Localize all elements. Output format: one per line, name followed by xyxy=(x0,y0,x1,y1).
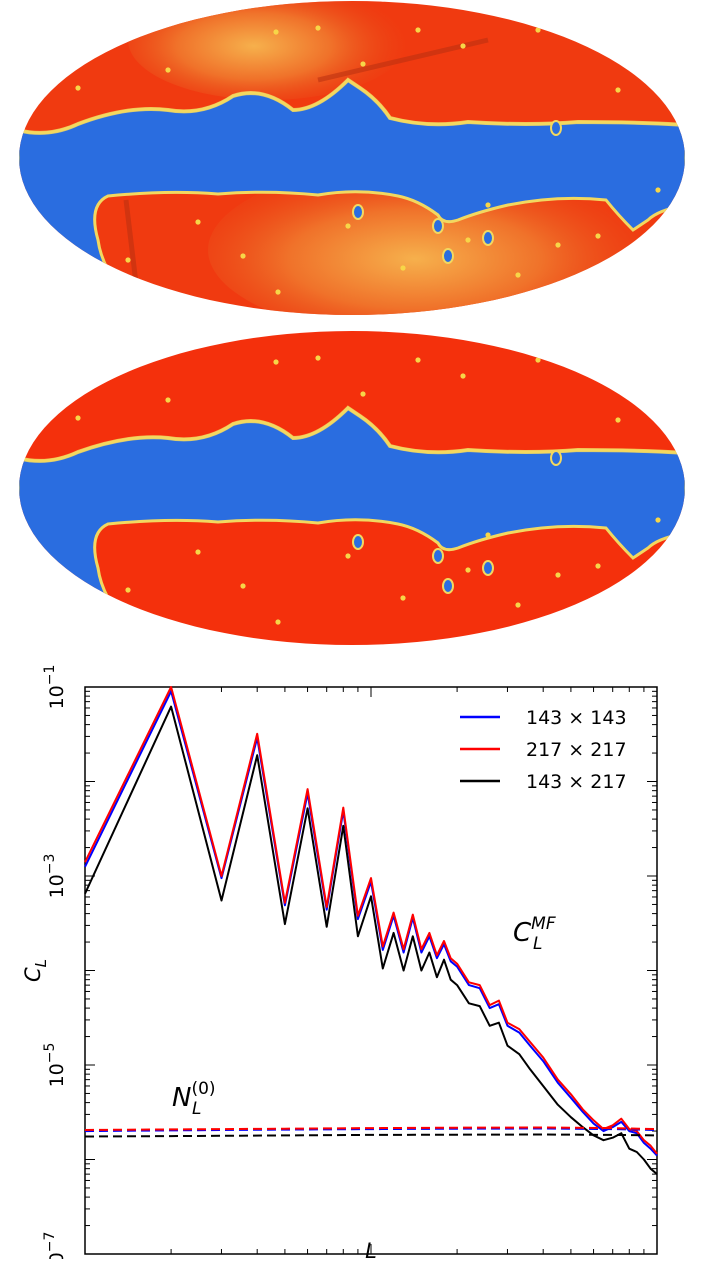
point-source xyxy=(75,85,81,91)
point-source xyxy=(275,619,281,625)
masked-source xyxy=(550,450,562,466)
point-source xyxy=(125,587,131,593)
point-source xyxy=(195,549,201,555)
point-source xyxy=(460,373,466,379)
masked-source xyxy=(442,578,454,594)
point-source xyxy=(655,187,661,193)
point-source xyxy=(360,391,366,397)
point-source xyxy=(515,602,521,608)
point-source xyxy=(615,87,621,93)
masked-source xyxy=(432,218,444,234)
masked-source xyxy=(352,204,364,220)
point-source xyxy=(555,572,561,578)
masked-source xyxy=(352,534,364,550)
svg-text:10−5: 10−5 xyxy=(42,1043,68,1088)
point-source xyxy=(460,43,466,49)
masked-source xyxy=(432,548,444,564)
point-source xyxy=(273,29,279,35)
noise-line-ff0000 xyxy=(84,1126,658,1131)
point-source xyxy=(165,397,171,403)
top-sky-map xyxy=(19,1,685,315)
point-source xyxy=(125,257,131,263)
point-source xyxy=(345,223,351,229)
x-axis-label: L xyxy=(365,1239,377,1259)
point-source xyxy=(415,27,421,33)
legend-label: 143 × 143 xyxy=(526,707,627,729)
point-source xyxy=(515,272,521,278)
legend-label: 217 × 217 xyxy=(526,739,627,761)
masked-source xyxy=(442,248,454,264)
masked-source xyxy=(482,230,494,246)
point-source xyxy=(535,27,541,33)
annotation-nl0: N(0)L xyxy=(172,1079,216,1119)
point-source xyxy=(240,583,246,589)
point-source xyxy=(275,289,281,295)
axis-ticks: 12341010010−110−310−510−7 xyxy=(42,665,675,1263)
legend: 143 × 143 217 × 217 143 × 217 xyxy=(460,707,627,793)
svg-text:N(0): N(0) xyxy=(172,1079,216,1113)
series-line-000000 xyxy=(84,705,658,1175)
point-source xyxy=(465,567,471,573)
point-source xyxy=(165,67,171,73)
svg-text:10−7: 10−7 xyxy=(42,1232,68,1259)
masked-source xyxy=(550,120,562,136)
noise-line-000000 xyxy=(84,1133,658,1138)
svg-text:10−1: 10−1 xyxy=(42,665,68,710)
point-source xyxy=(655,517,661,523)
series-layer xyxy=(84,686,658,1175)
y-tick-label: 10−1 xyxy=(42,665,68,710)
point-source xyxy=(400,595,406,601)
point-source xyxy=(465,237,471,243)
point-source xyxy=(485,532,491,538)
y-tick-label: 10−3 xyxy=(42,854,68,899)
point-source xyxy=(315,25,321,31)
y-tick-label: 10−7 xyxy=(42,1232,68,1263)
point-source xyxy=(415,357,421,363)
point-source xyxy=(45,567,51,573)
point-source xyxy=(615,417,621,423)
masked-source xyxy=(482,560,494,576)
point-source xyxy=(345,553,351,559)
point-sources xyxy=(45,25,661,295)
point-source xyxy=(195,219,201,225)
y-tick-label: 10−5 xyxy=(42,1043,68,1088)
point-source xyxy=(315,355,321,361)
point-source xyxy=(595,563,601,569)
point-source xyxy=(273,359,279,365)
point-source xyxy=(555,242,561,248)
point-source xyxy=(360,61,366,67)
point-source xyxy=(595,233,601,239)
y-axis-label: CL xyxy=(21,959,50,982)
svg-text:CMF: CMF xyxy=(513,914,556,948)
point-source xyxy=(45,237,51,243)
svg-text:L: L xyxy=(192,1099,201,1119)
legend-label: 143 × 217 xyxy=(526,771,627,793)
svg-text:10−3: 10−3 xyxy=(42,854,68,899)
point-source xyxy=(535,357,541,363)
point-source xyxy=(75,415,81,421)
svg-text:L: L xyxy=(533,934,542,954)
point-source xyxy=(485,202,491,208)
bottom-sky-map xyxy=(19,331,685,645)
point-source xyxy=(240,253,246,259)
point-source xyxy=(400,265,406,271)
